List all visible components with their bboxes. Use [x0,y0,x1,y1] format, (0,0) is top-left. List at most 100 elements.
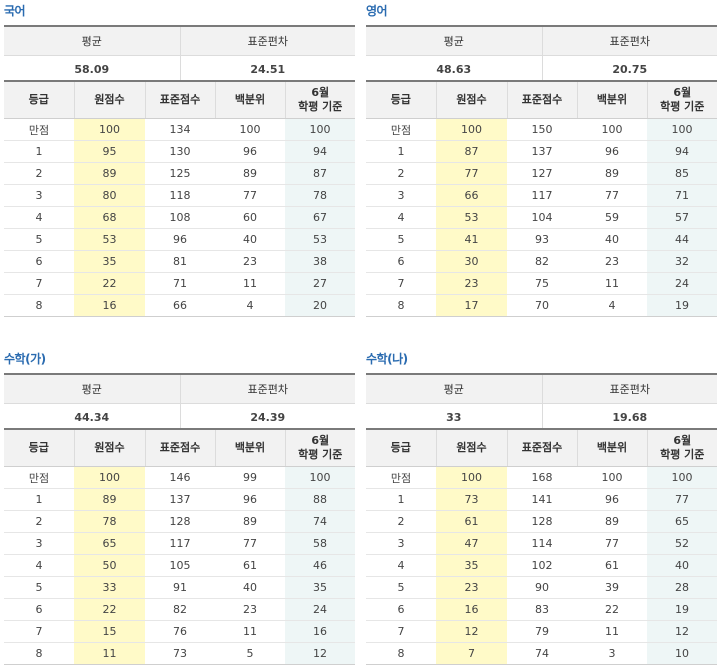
percentile-cell: 11 [577,272,647,295]
percentile-cell: 77 [577,532,647,555]
grade-cell: 8 [35,299,43,312]
percentile-cell: 40 [215,576,285,599]
sd-value: 24.51 [179,55,355,84]
grade-cell: 6 [366,598,436,621]
table-row: 8 7 74 3 10 [366,642,717,665]
june-mock-cell: 77 [647,488,717,511]
table-row: 2 77 127 89 85 [366,162,717,185]
grade-cell: 1 [4,488,74,511]
raw-score-cell: 12 [436,620,507,643]
table-row: 4 68 108 60 67 [4,206,355,229]
table-row: 1 95 130 96 94 [4,140,355,163]
table-row: 8 16 66 4 20 [4,294,355,317]
table-row: 1 73 141 96 77 [366,488,717,511]
table-row: 7 15 76 11 16 [4,620,355,643]
percentile-cell: 100 [577,466,647,489]
june-mock-cell: 85 [647,162,717,185]
grade-cell: 만점 [366,118,436,141]
sd-header: 표준편차 [541,374,717,404]
standard-score-header: 표준점수 [506,429,577,467]
standard-score-cell: 91 [145,576,215,599]
table-row: 4 53 104 59 57 [366,206,717,229]
grade-cell: 만점 [4,118,74,141]
summary-table: 평균 표준편차 33 19.68 [366,373,717,432]
grade-cell: 5 [4,576,74,599]
standard-score-cell: 146 [145,466,215,489]
june-mock-cell: 67 [285,206,355,229]
raw-score-cell: 100 [74,118,145,141]
mean-value: 48.63 [436,63,472,76]
grade-cell: 만점 [4,466,74,489]
sd-value: 20.75 [541,55,717,84]
standard-score-cell: 114 [507,532,577,555]
grade-cell: 8 [397,299,405,312]
raw-score-cell: 35 [436,554,507,577]
mean-value: 58.09 [74,63,110,76]
grade-cell: 6 [4,250,74,273]
table-row: 1 87 137 96 94 [366,140,717,163]
standard-score-cell: 82 [507,250,577,273]
grade-cell: 5 [366,228,436,251]
table-row: 8 17 70 4 19 [366,294,717,317]
june-mock-cell: 58 [285,532,355,555]
percentile-cell: 96 [577,488,647,511]
june-mock-cell: 19 [647,598,717,621]
grade-cell: 1 [4,140,74,163]
grade-header: 등급 [4,429,74,467]
june-mock-header: 6월 학평 기준 [284,81,355,119]
percentile-cell: 61 [215,554,285,577]
june-mock-cell: 71 [647,184,717,207]
standard-score-cell: 83 [507,598,577,621]
raw-score-cell: 47 [436,532,507,555]
percentile-cell: 11 [215,620,285,643]
raw-score-cell: 23 [436,576,507,599]
percentile-cell: 22 [577,598,647,621]
standard-score-cell: 74 [535,647,549,660]
table-row: 7 23 75 11 24 [366,272,717,295]
raw-score-cell: 7 [436,642,507,665]
raw-score-cell: 61 [436,510,507,533]
percentile-header: 백분위 [214,429,285,467]
grade-cell: 6 [4,598,74,621]
standard-score-header: 표준점수 [144,81,215,119]
grade-cell: 4 [366,554,436,577]
june-mock-cell: 44 [647,228,717,251]
raw-score-cell: 100 [436,118,507,141]
sd-value: 24.39 [179,403,355,432]
standard-score-cell: 105 [145,554,215,577]
percentile-cell: 77 [215,532,285,555]
standard-score-cell: 134 [145,118,215,141]
june-mock-header: 6월 학평 기준 [284,429,355,467]
percentile-cell: 40 [215,228,285,251]
june-mock-cell: 100 [647,466,717,489]
percentile-cell: 23 [577,250,647,273]
percentile-cell: 100 [215,118,285,141]
grade-cell: 2 [366,162,436,185]
grade-cell: 만점 [366,466,436,489]
mean-header: 평균 [366,374,542,404]
raw-score-cell: 77 [436,162,507,185]
raw-score-cell: 80 [74,184,145,207]
june-mock-cell: 40 [647,554,717,577]
table-row: 3 65 117 77 58 [4,532,355,555]
table-row: 3 47 114 77 52 [366,532,717,555]
raw-score-cell: 53 [436,206,507,229]
raw-score-header: 원점수 [435,81,507,119]
raw-score-cell: 22 [74,272,145,295]
percentile-cell: 11 [215,272,285,295]
grade-cell: 7 [4,272,74,295]
sd-header: 표준편차 [179,26,355,56]
standard-score-cell: 127 [507,162,577,185]
raw-score-cell: 17 [436,294,507,317]
standard-score-cell: 90 [507,576,577,599]
june-mock-cell: 24 [647,272,717,295]
standard-score-cell: 130 [145,140,215,163]
percentile-cell: 23 [215,250,285,273]
june-mock-cell: 32 [647,250,717,273]
percentile-cell: 59 [577,206,647,229]
table-row: 2 89 125 89 87 [4,162,355,185]
standard-score-cell: 104 [507,206,577,229]
raw-score-cell: 33 [74,576,145,599]
raw-score-header: 원점수 [435,429,507,467]
raw-score-cell: 65 [74,532,145,555]
